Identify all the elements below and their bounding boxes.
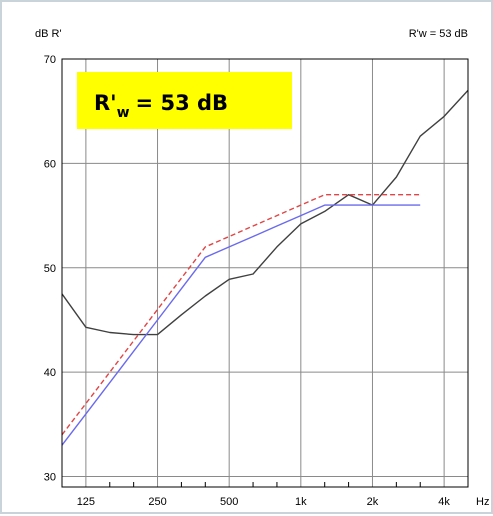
summary-label: R'w = 53 dB	[409, 28, 468, 40]
badge-prefix: R'	[94, 91, 117, 115]
series-line-reference-curve	[62, 204, 421, 446]
x-axis-unit: Hz	[476, 496, 489, 508]
y-tick-label: 50	[44, 263, 56, 275]
x-tick-label: 500	[220, 496, 238, 508]
x-tick-label: 4k	[438, 496, 450, 508]
y-axis-label: dB R'	[35, 28, 62, 40]
x-tick-label: 250	[148, 496, 166, 508]
badge-value: = 53 dB	[136, 91, 228, 115]
tick-layer: 30 40 50 60 70 125 250 500 1k 2k 4k	[44, 54, 451, 508]
y-tick-label: 40	[44, 367, 56, 379]
x-tick-label: 2k	[367, 496, 379, 508]
x-tick-label: 1k	[295, 496, 307, 508]
series-line-measured	[62, 89, 468, 336]
result-badge-background	[77, 72, 292, 129]
plot-border	[61, 58, 469, 488]
minor-grid	[61, 482, 469, 487]
result-badge-label: R'w = 53 dB	[94, 91, 228, 121]
y-tick-label: 70	[44, 54, 56, 66]
y-tick-label: 30	[44, 472, 56, 484]
y-tick-label: 60	[44, 158, 56, 170]
series-layer	[62, 89, 468, 446]
x-tick-label: 125	[77, 496, 95, 508]
badge-subscript: w	[117, 105, 130, 121]
result-badge: R'w = 53 dB	[77, 72, 292, 129]
series-line-shifted-reference	[62, 193, 421, 436]
